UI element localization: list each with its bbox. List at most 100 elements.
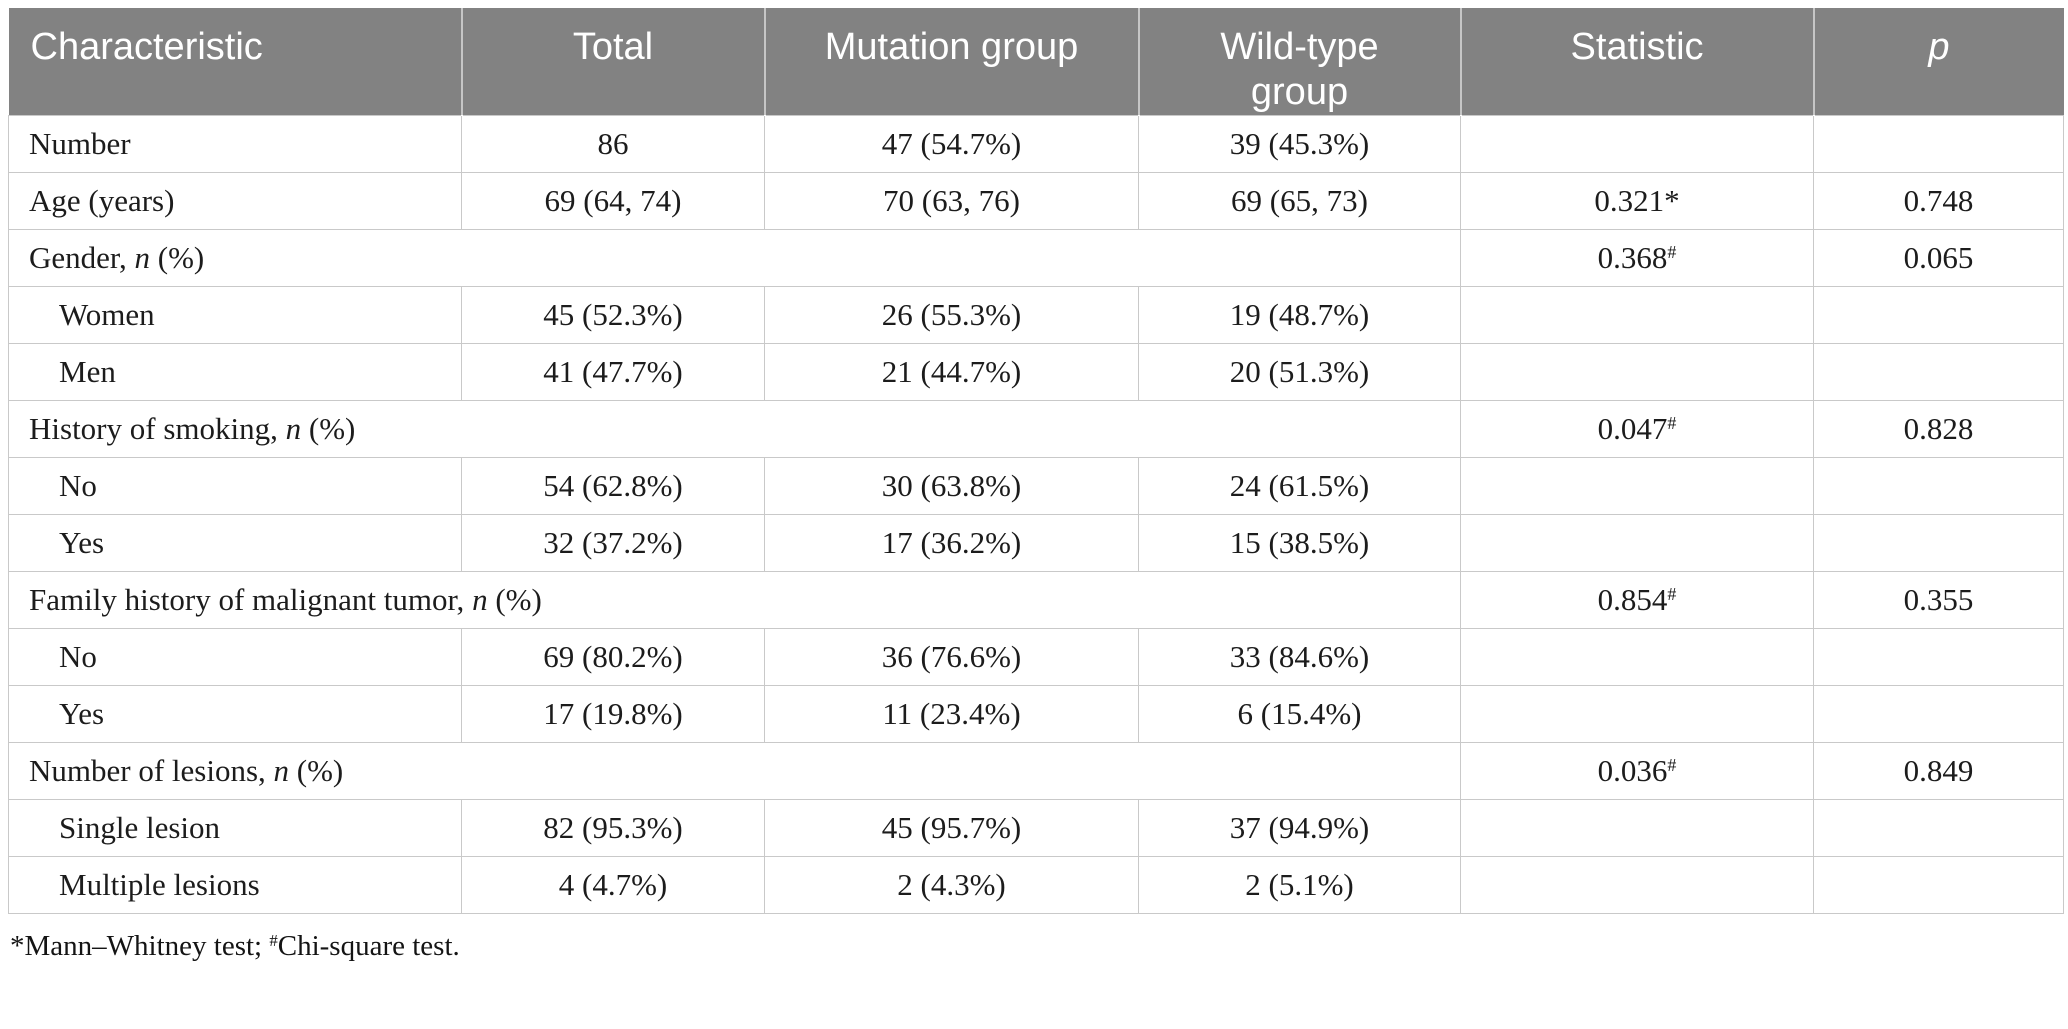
text-segment: 47 (54.7%) xyxy=(881,125,1022,161)
text-segment: Chi-square test. xyxy=(277,929,460,962)
row-label: Number of lesions, n (%) xyxy=(8,741,1461,800)
text-segment: 32 (37.2%) xyxy=(543,524,683,560)
table-row: Multiple lesions 4 (4.7%) 2 (4.3%) 2 (5.1%) xyxy=(8,855,2064,914)
column-header-mutation-group: Mutation group xyxy=(763,8,1139,116)
row-label: History of smoking, n (%) xyxy=(8,399,1461,458)
cell-p xyxy=(1813,342,2064,401)
text-segment: Age (years) xyxy=(29,182,175,218)
text-segment: Yes xyxy=(59,695,105,731)
row-label: Age (years) xyxy=(8,171,462,230)
row-label: Single lesion xyxy=(8,798,462,857)
table-row: Men 41 (47.7%) 21 (44.7%) 20 (51.3%) xyxy=(8,342,2064,401)
cell-mutation-group: 2 (4.3%) xyxy=(764,855,1139,914)
text-segment: Women xyxy=(59,296,155,332)
text-segment: 69 (64, 74) xyxy=(544,182,682,218)
cell-p xyxy=(1813,855,2064,914)
text-segment: 15 (38.5%) xyxy=(1229,524,1370,560)
column-header-p: p xyxy=(1812,8,2064,116)
table-row: Age (years) 69 (64, 74) 70 (63, 76) 69 (65,… xyxy=(8,171,2064,230)
cell-p: 0.849 xyxy=(1813,741,2064,800)
text-segment: 70 (63, 76) xyxy=(883,182,1020,218)
cell-wild-type-group: 24 (61.5%) xyxy=(1138,456,1461,515)
text-segment: Multiple lesions xyxy=(59,866,260,902)
row-label: Men xyxy=(8,342,462,401)
column-header-total: Total xyxy=(460,8,765,116)
cell-wild-type-group: 37 (94.9%) xyxy=(1138,798,1461,857)
cell-total: 69 (64, 74) xyxy=(461,171,765,230)
cell-p xyxy=(1813,513,2064,572)
cell-mutation-group: 21 (44.7%) xyxy=(764,342,1139,401)
table-row: Single lesion 82 (95.3%) 45 (95.7%) 37 (94.… xyxy=(8,798,2064,857)
text-segment: 0.321* xyxy=(1594,182,1680,218)
cell-total: 17 (19.8%) xyxy=(461,684,765,743)
cell-wild-type-group: 69 (65, 73) xyxy=(1138,171,1461,230)
text-segment: 82 (95.3%) xyxy=(543,809,683,845)
text-segment: 17 (19.8%) xyxy=(543,695,683,731)
text-segment: 37 (94.9%) xyxy=(1229,809,1370,845)
table-row: No 54 (62.8%) 30 (63.8%) 24 (61.5%) xyxy=(8,456,2064,515)
text-segment: Men xyxy=(59,353,116,389)
cell-p xyxy=(1813,285,2064,344)
text-segment: Number of lesions, xyxy=(29,752,274,788)
text-segment: Gender, xyxy=(29,239,135,275)
cell-statistic xyxy=(1460,285,1814,344)
text-segment: 0.748 xyxy=(1903,182,1974,218)
cell-total: 41 (47.7%) xyxy=(461,342,765,401)
cell-mutation-group: 47 (54.7%) xyxy=(764,114,1139,173)
cell-p: 0.828 xyxy=(1813,399,2064,458)
row-label: Multiple lesions xyxy=(8,855,462,914)
table-row: Family history of malignant tumor, n (%)… xyxy=(8,570,2064,629)
text-segment: 20 (51.3%) xyxy=(1229,353,1370,389)
cell-total: 69 (80.2%) xyxy=(461,627,765,686)
text-segment: n xyxy=(285,410,302,446)
column-header-wild-type-group: Wild-type group xyxy=(1137,8,1461,116)
column-header-label: p xyxy=(1928,26,1950,68)
cell-total: 32 (37.2%) xyxy=(461,513,765,572)
cell-total: 86 xyxy=(461,114,765,173)
text-segment: Single lesion xyxy=(59,809,221,845)
text-segment: 17 (36.2%) xyxy=(881,524,1022,560)
cell-total: 45 (52.3%) xyxy=(461,285,765,344)
table-row: Yes 32 (37.2%) 17 (36.2%) 15 (38.5%) xyxy=(8,513,2064,572)
cell-wild-type-group: 15 (38.5%) xyxy=(1138,513,1461,572)
text-segment: 0.065 xyxy=(1903,239,1974,275)
header-row: Characteristic Total Mutation group Wild-ty… xyxy=(8,8,2064,116)
text-segment: 45 (95.7%) xyxy=(881,809,1022,845)
text-segment: Family history of malignant tumor, xyxy=(29,581,473,617)
cell-p: 0.748 xyxy=(1813,171,2064,230)
row-label: No xyxy=(8,456,462,515)
text-segment: (%) xyxy=(289,752,344,788)
cell-p xyxy=(1813,114,2064,173)
text-segment: *Mann–Whitney test; xyxy=(10,929,270,962)
table-row: Gender, n (%) 0.368# 0.065 xyxy=(8,228,2064,287)
text-segment: n xyxy=(134,239,151,275)
cell-wild-type-group: 6 (15.4%) xyxy=(1138,684,1461,743)
text-segment: 19 (48.7%) xyxy=(1229,296,1370,332)
table-header: Characteristic Total Mutation group Wild-ty… xyxy=(8,8,2064,116)
cell-statistic: 0.854# xyxy=(1460,570,1814,629)
text-segment: 24 (61.5%) xyxy=(1229,467,1370,503)
cell-statistic: 0.047# xyxy=(1460,399,1814,458)
cell-statistic xyxy=(1460,798,1814,857)
text-segment: No xyxy=(59,638,97,674)
cell-wild-type-group: 39 (45.3%) xyxy=(1138,114,1461,173)
cell-mutation-group: 17 (36.2%) xyxy=(764,513,1139,572)
text-segment: 6 (15.4%) xyxy=(1237,695,1362,731)
text-segment: 36 (76.6%) xyxy=(881,638,1022,674)
table-row: History of smoking, n (%) 0.047# 0.828 xyxy=(8,399,2064,458)
superscript-marker: # xyxy=(1667,583,1677,604)
text-segment: 2 (4.3%) xyxy=(897,866,1006,902)
text-segment: (%) xyxy=(150,239,205,275)
table-footnote: *Mann–Whitney test; #Chi-square test. xyxy=(10,929,2068,964)
row-label: Women xyxy=(8,285,462,344)
cell-wild-type-group: 20 (51.3%) xyxy=(1138,342,1461,401)
text-segment: 0.854 xyxy=(1597,581,1668,617)
text-segment: History of smoking, xyxy=(29,410,286,446)
row-label: Gender, n (%) xyxy=(8,228,1461,287)
table-row: Number of lesions, n (%) 0.036# 0.849 xyxy=(8,741,2064,800)
table-row: No 69 (80.2%) 36 (76.6%) 33 (84.6%) xyxy=(8,627,2064,686)
text-segment: n xyxy=(472,581,488,617)
column-header-statistic: Statistic xyxy=(1459,8,1814,116)
row-label: Number xyxy=(8,114,462,173)
cell-mutation-group: 11 (23.4%) xyxy=(764,684,1139,743)
